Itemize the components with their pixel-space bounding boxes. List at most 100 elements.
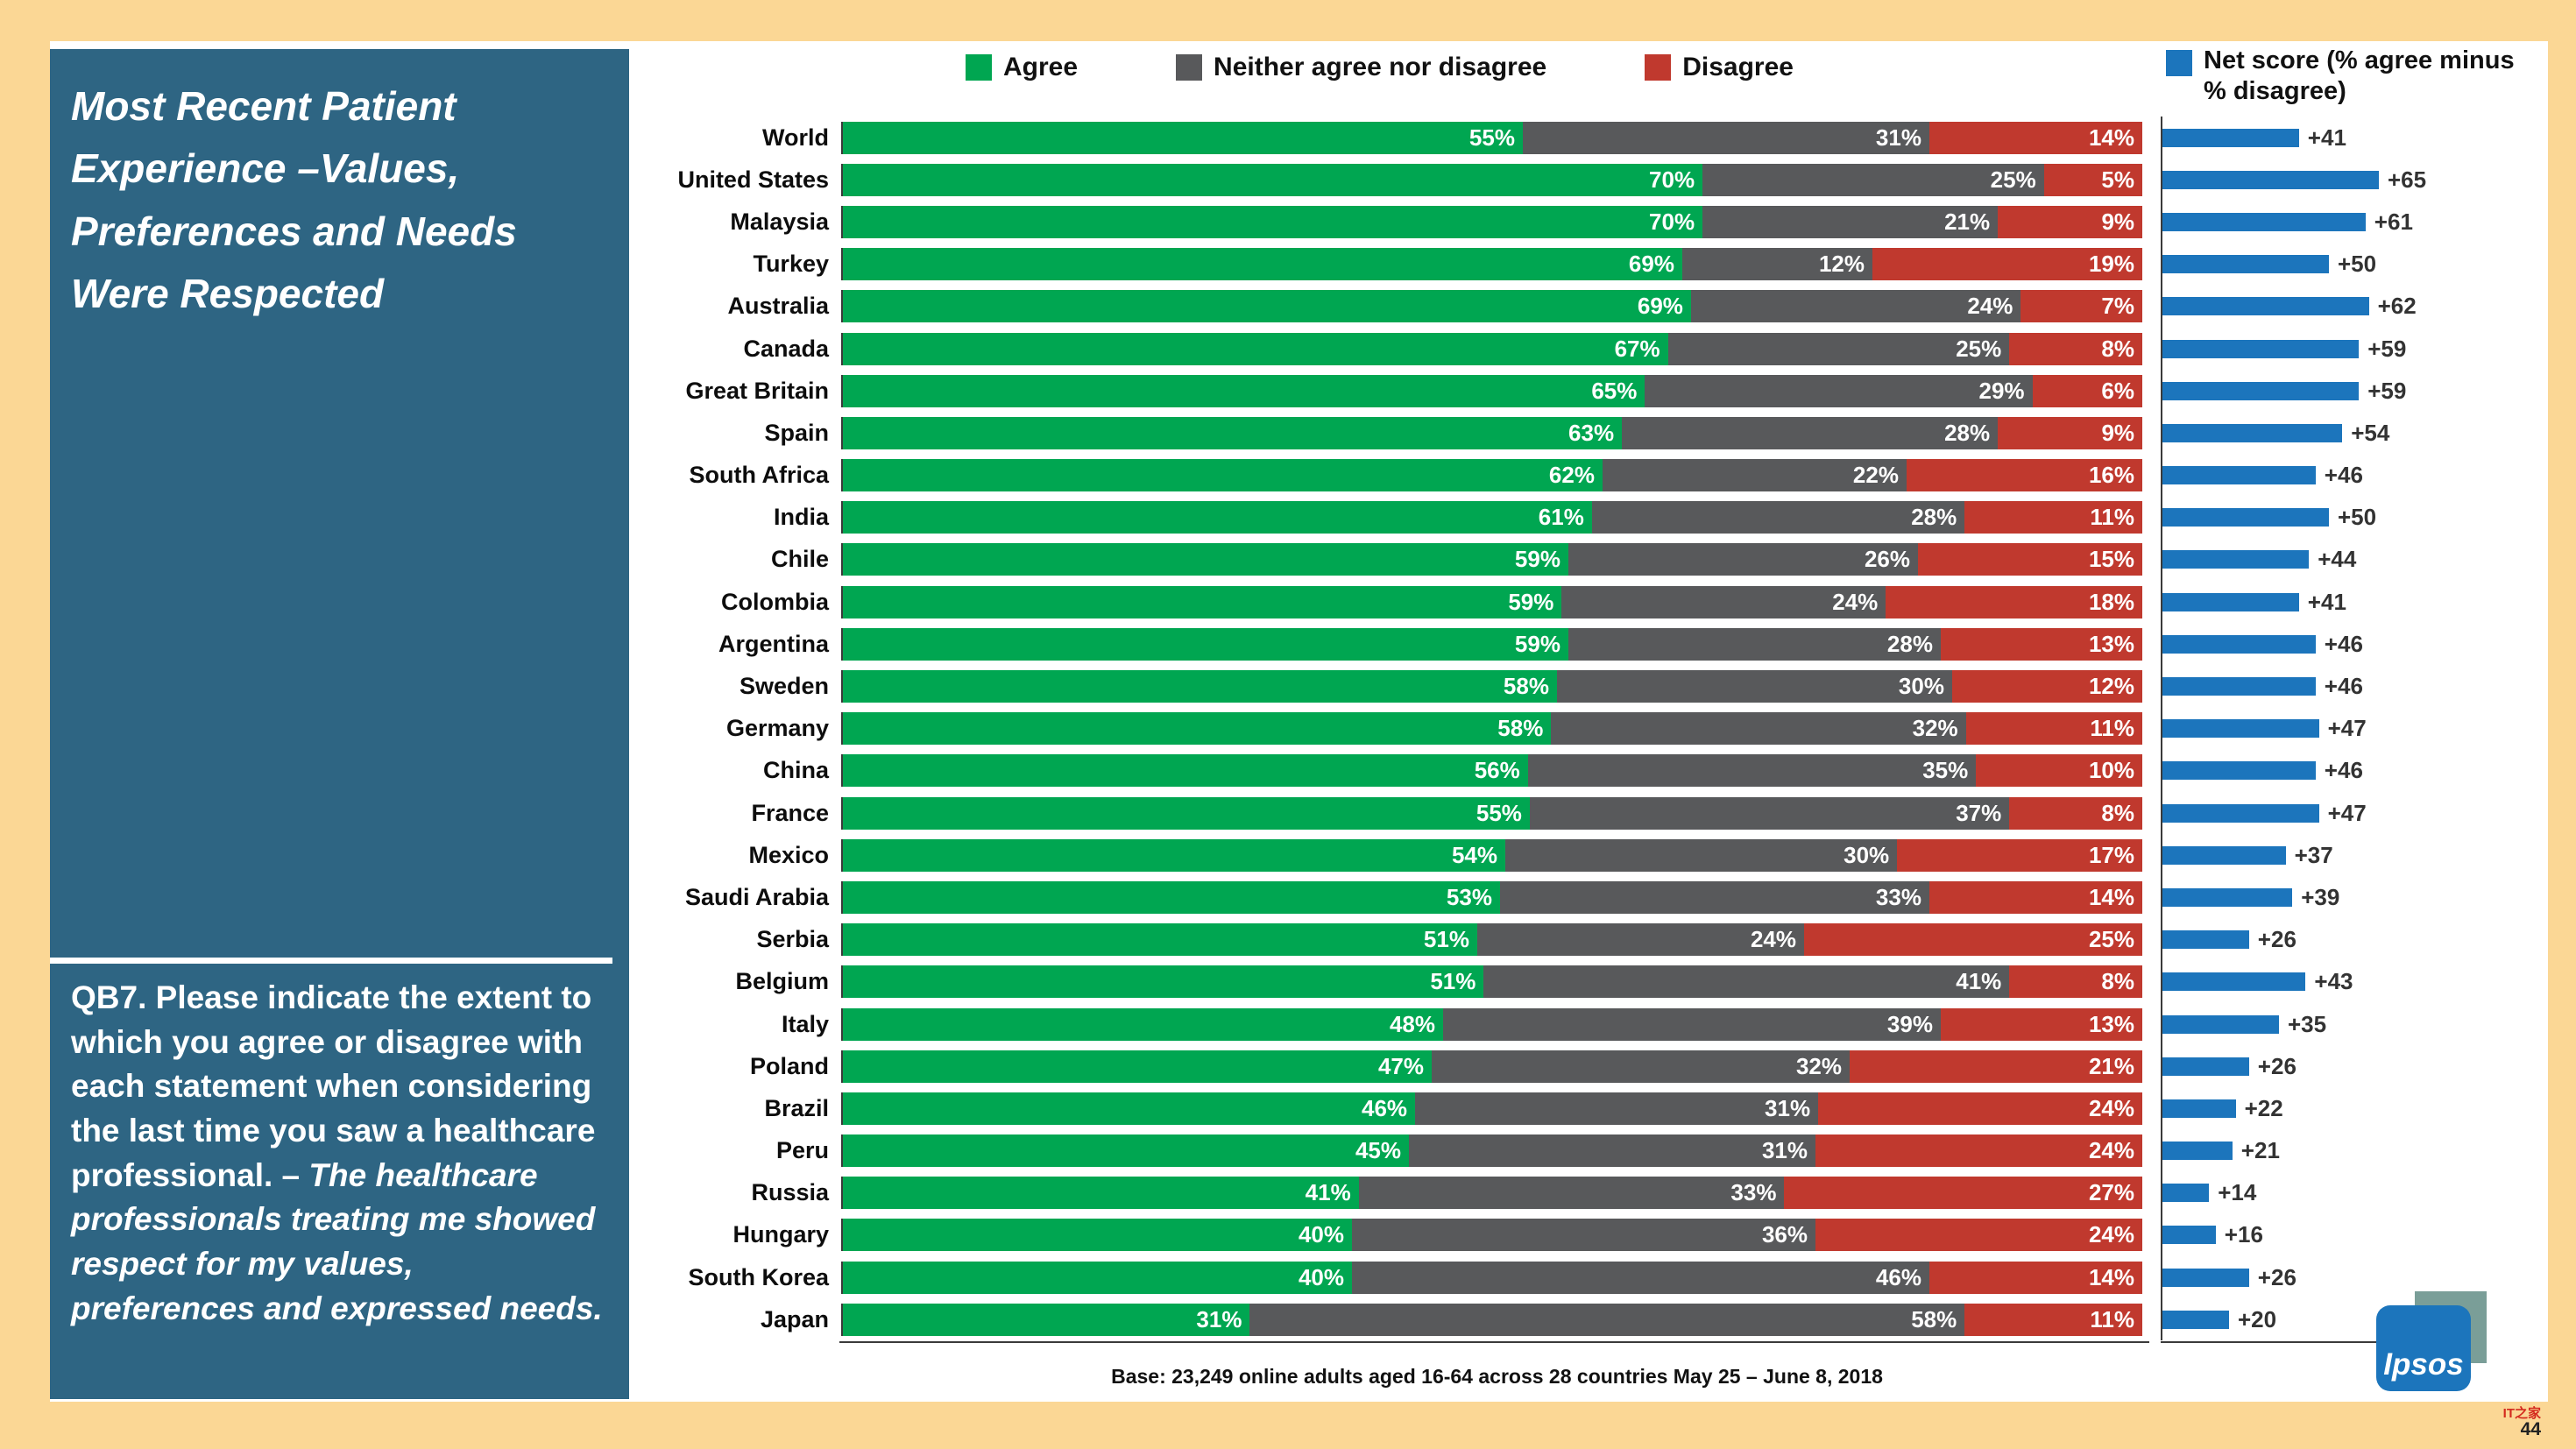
percent-label: 31% [1196,1305,1242,1332]
net-score-cell: +54 [2161,412,2539,455]
stacked-bar: 69% 24% 7% [841,290,2142,323]
stacked-bar: 59% 28% 13% [841,627,2142,661]
country-label: Japan [760,1305,829,1332]
country-label: Peru [775,1137,829,1164]
legend-label: Disagree [1682,53,1794,81]
percent-label: 53% [1446,883,1492,910]
net-score-cell: +65 [2161,159,2539,201]
net-score-value: +39 [2301,883,2340,910]
country-label: Chile [770,546,829,573]
percent-label: 58% [1911,1305,1957,1332]
agree-segment: 61% [843,501,1592,534]
neither-segment: 28% [1568,627,1941,661]
agree-segment: 62% [843,459,1603,492]
percent-label: 10% [2088,757,2135,784]
percent-label: 24% [1832,588,1879,615]
neither-segment: 35% [1527,754,1977,788]
agree-segment: 54% [843,838,1506,872]
net-score-value: +46 [2324,462,2363,489]
page-corner: IT之家 44 [2503,1407,2541,1438]
country-row: Serbia 51% 24% 25% +26 [634,918,2539,961]
neither-segment: 25% [1667,332,2010,365]
disagree-segment: 18% [1886,585,2142,618]
country-row: Spain 63% 28% 9% +54 [634,412,2539,455]
country-row: China 56% 35% 10% +46 [634,749,2539,792]
country-row: Colombia 59% 24% 18% +41 [634,581,2539,624]
net-score-value: +43 [2314,968,2353,995]
net-score-cell: +47 [2161,792,2539,835]
net-score-bar [2162,128,2299,147]
stacked-bar: 53% 33% 14% [841,880,2142,914]
country-label: South Africa [689,462,829,489]
net-score-value: +47 [2327,715,2367,742]
percent-label: 55% [1468,124,1515,151]
disagree-segment: 9% [1998,416,2143,449]
percent-label: 40% [1298,1263,1344,1290]
percent-label: 29% [1978,377,2025,404]
net-score-bar [2162,677,2316,696]
net-score-cell: +21 [2161,1129,2539,1172]
country-row: Mexico 54% 30% 17% +37 [634,834,2539,877]
disagree-segment: 25% [1803,923,2142,957]
agree-segment: 70% [843,163,1703,196]
percent-label: 9% [2101,208,2135,235]
stacked-bar: 51% 24% 25% [841,923,2142,957]
percent-label: 70% [1649,208,1695,235]
net-score-cell: +26 [2161,918,2539,961]
net-score-value: +26 [2257,926,2296,953]
agree-segment: 59% [843,585,1562,618]
neither-segment: 29% [1645,374,2033,407]
agree-segment: 51% [843,965,1484,999]
stacked-bar: 63% 28% 9% [841,416,2143,449]
neither-segment: 26% [1568,543,1918,576]
percent-label: 24% [2088,1137,2134,1164]
country-label: Sweden [739,673,829,700]
percent-label: 16% [2088,462,2134,489]
percent-label: 8% [2101,968,2134,995]
country-label: India [773,504,829,531]
percent-label: 47% [1377,1052,1424,1079]
net-score-bar [2162,592,2299,611]
percent-label: 5% [2101,166,2134,193]
percent-label: 61% [1538,504,1584,531]
net-score-value: +59 [2367,335,2407,362]
percent-label: 46% [1362,1094,1408,1121]
percent-label: 31% [1875,124,1921,151]
stacked-bar: 70% 21% 9% [841,205,2143,238]
net-score-cell: +46 [2161,454,2539,497]
percent-label: 8% [2101,799,2134,826]
stacked-bar: 41% 33% 27% [841,1177,2142,1210]
percent-label: 24% [1750,926,1796,953]
net-score-bar [2162,845,2286,865]
country-row: Argentina 59% 28% 13% +46 [634,623,2539,666]
country-label: Serbia [756,926,829,953]
percent-label: 6% [2101,377,2134,404]
question-statement: The healthcare professionals treating me… [71,1156,603,1326]
net-score-cell: +14 [2161,1171,2539,1214]
percent-label: 11% [2090,504,2134,531]
net-score-bar [2162,1226,2216,1245]
stacked-bar: 51% 41% 8% [841,965,2142,999]
disagree-segment: 13% [1940,627,2142,661]
stacked-bar: 31% 58% 11% [841,1303,2142,1336]
neither-segment: 31% [1522,121,1929,154]
country-row: Japan 31% 58% 11% +20 [634,1298,2539,1341]
net-score-bar [2162,255,2329,274]
net-score-value: +46 [2324,757,2363,784]
percent-label: 25% [1990,166,2036,193]
agree-segment: 56% [843,754,1528,788]
neither-segment: 39% [1442,1007,1941,1041]
legend-label: Neither agree nor disagree [1214,53,1547,81]
percent-label: 11% [2090,1305,2134,1332]
agree-segment: 69% [843,290,1691,323]
agree-segment: 58% [843,670,1557,703]
percent-label: 30% [1898,673,1944,700]
percent-label: 58% [1497,715,1544,742]
percent-label: 31% [1765,1094,1811,1121]
country-label: Poland [749,1052,829,1079]
percent-label: 67% [1614,335,1660,362]
country-label: South Korea [688,1263,829,1290]
stacked-bar: 48% 39% 13% [841,1007,2142,1041]
country-row: World 55% 31% 14% +41 [634,117,2539,159]
net-score-value: +44 [2318,546,2357,573]
